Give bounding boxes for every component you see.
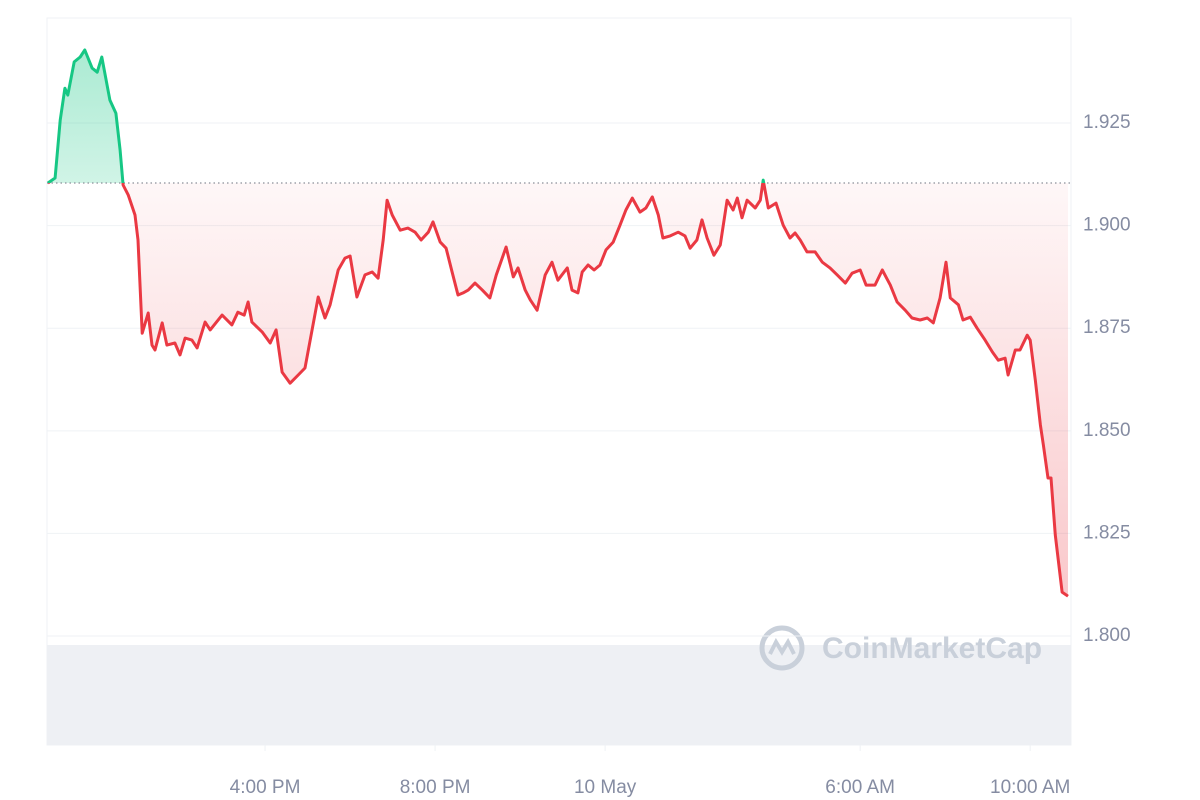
- y-tick-label: 1.900: [1083, 215, 1131, 236]
- y-tick-label: 1.825: [1083, 522, 1131, 543]
- volume-band: [47, 645, 1071, 745]
- y-tick-label: 1.925: [1083, 112, 1131, 133]
- x-tick-label: 6:00 AM: [825, 777, 895, 798]
- price-line: [47, 48, 1069, 598]
- y-tick-label: 1.800: [1083, 625, 1131, 646]
- y-tick-label: 1.875: [1083, 317, 1131, 338]
- price-area: [47, 50, 1068, 597]
- x-tick-label: 10:00 AM: [990, 777, 1070, 798]
- watermark: CoinMarketCap: [822, 632, 1042, 665]
- y-tick-label: 1.850: [1083, 420, 1131, 441]
- watermark-logo: [759, 625, 805, 671]
- x-tick-label: 10 May: [574, 777, 637, 798]
- x-tick-label: 8:00 PM: [400, 777, 471, 798]
- x-tick-label: 4:00 PM: [230, 777, 301, 798]
